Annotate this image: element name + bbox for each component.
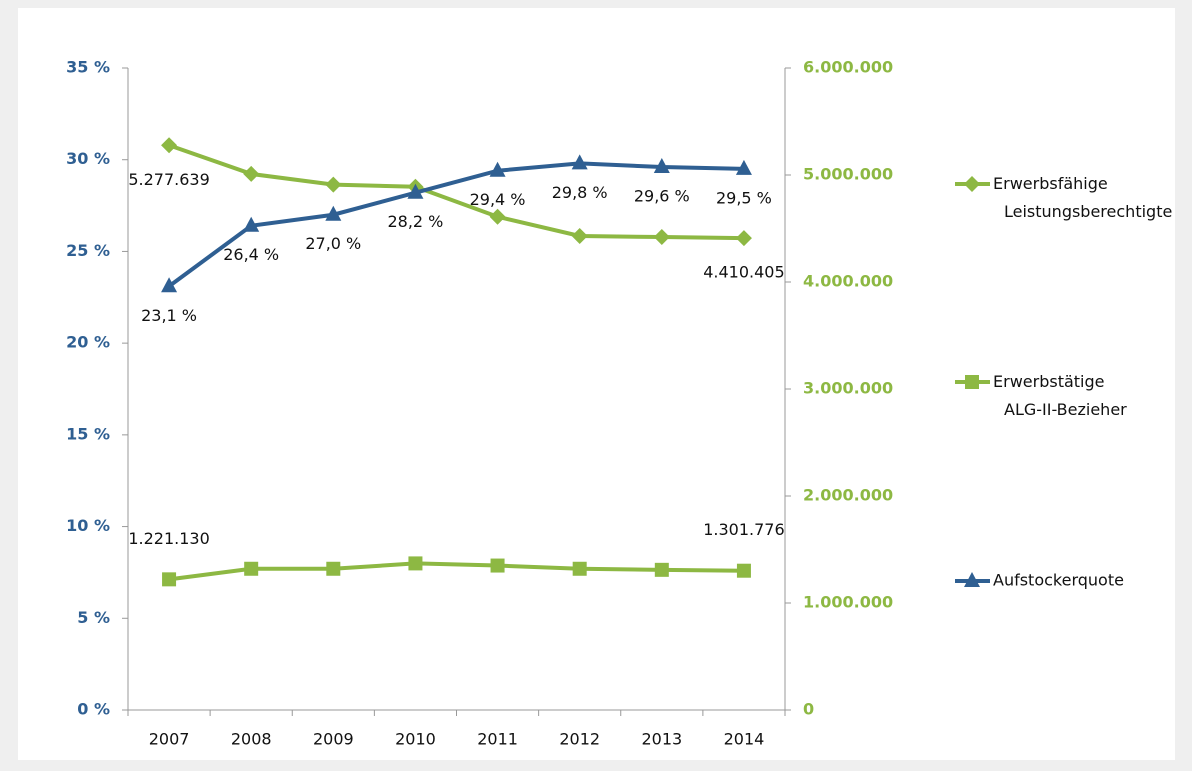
data-label: 29,8 % [552,183,608,202]
x-tick-label: 2009 [313,730,354,749]
data-label: 1.301.776 [703,520,784,539]
marker [653,229,670,246]
legend-label: Aufstockerquote [993,571,1124,590]
marker [654,562,669,577]
y-tick-label: 25 % [66,241,110,260]
marker [736,563,751,578]
marker [325,205,342,221]
x-tick-label: 2014 [724,730,765,749]
data-label: 5.277.639 [128,170,209,189]
marker [735,230,752,247]
marker [244,561,259,576]
marker [161,277,178,293]
marker [407,183,424,199]
marker [964,176,980,192]
data-label: 1.221.130 [128,529,209,548]
legend-label: Erwerbstätige ALG-II-Bezieher [993,372,1127,419]
marker [489,161,506,177]
marker [571,154,588,170]
data-label: 29,5 % [716,188,772,207]
data-label: 26,4 % [223,245,279,264]
x-tick-label: 2008 [231,730,272,749]
marker [964,572,980,587]
data-label: 23,1 % [141,306,197,325]
y-tick-label: 35 % [66,58,110,77]
x-tick-label: 2013 [641,730,682,749]
y2-tick-label: 0 [803,700,814,719]
x-tick-label: 2011 [477,730,518,749]
marker [572,561,587,576]
y-tick-label: 15 % [66,424,110,443]
x-tick-label: 2007 [149,730,190,749]
y2-tick-label: 6.000.000 [803,58,893,77]
marker [326,561,341,576]
y2-tick-label: 5.000.000 [803,165,893,184]
y-tick-label: 5 % [77,608,110,627]
series-line [167,161,744,288]
marker [243,165,260,182]
data-label: 4.410.405 [703,263,784,282]
marker [653,158,670,174]
y-tick-label: 20 % [66,333,110,352]
data-label: 29,6 % [634,187,690,206]
y2-tick-label: 4.000.000 [803,272,893,291]
marker [490,558,505,573]
y2-tick-label: 2.000.000 [803,486,893,505]
marker [161,137,178,154]
x-tick-label: 2010 [395,730,436,749]
y2-tick-label: 1.000.000 [803,593,893,612]
data-label: 29,4 % [470,190,526,209]
marker [571,227,588,244]
y-tick-label: 10 % [66,516,110,535]
y-tick-label: 0 % [77,700,110,719]
series-line [168,143,744,241]
y-tick-label: 30 % [66,149,110,168]
data-label: 27,0 % [305,234,361,253]
marker [243,216,260,232]
data-label: 28,2 % [387,212,443,231]
legend-label: Erwerbsfähige Leistungsberechtigte [993,174,1172,221]
marker [162,572,177,587]
marker [735,159,752,175]
marker [408,556,423,571]
series-line [168,561,744,582]
y2-tick-label: 3.000.000 [803,379,893,398]
x-tick-label: 2012 [559,730,600,749]
marker [325,176,342,193]
marker [965,375,979,389]
marker [489,208,506,225]
